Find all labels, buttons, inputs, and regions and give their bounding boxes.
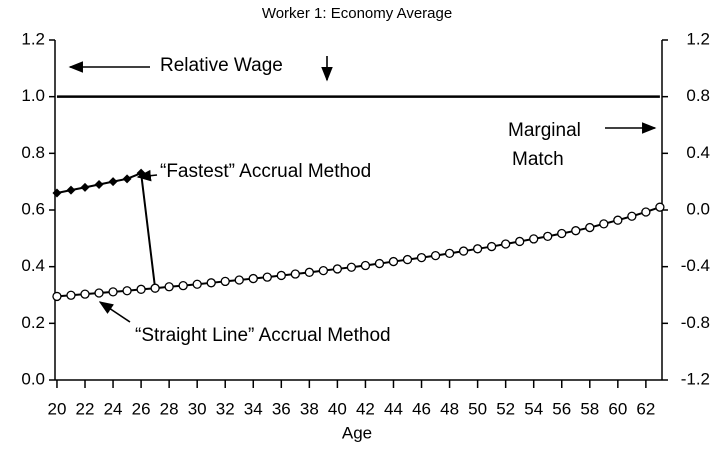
y-tick-label: 0.2 xyxy=(21,313,45,332)
x-tick-label: 42 xyxy=(356,399,375,418)
y2-tick-label: 0.0 xyxy=(686,199,710,218)
x-tick-label: 26 xyxy=(132,399,151,418)
x-tick-label: 20 xyxy=(48,399,67,418)
circle-marker xyxy=(332,264,343,274)
series-label: Relative Wage xyxy=(160,55,283,76)
circle-marker xyxy=(164,282,174,292)
x-tick-label: 52 xyxy=(496,399,515,418)
x-tick-label: 48 xyxy=(440,399,459,418)
x-tick-label: 58 xyxy=(580,399,599,418)
annotation: Marginal xyxy=(508,120,581,141)
circle-marker xyxy=(304,267,315,277)
circle-marker xyxy=(486,241,497,252)
circle-marker xyxy=(472,244,483,254)
y2-tick-label: 1.2 xyxy=(686,29,710,48)
y2-tick-label: -1.2 xyxy=(681,369,710,388)
circle-marker xyxy=(94,288,104,298)
circle-marker xyxy=(585,222,595,233)
y-tick-label: 0.6 xyxy=(21,199,45,218)
circle-marker xyxy=(150,283,160,293)
circle-marker xyxy=(655,202,665,212)
x-tick-label: 44 xyxy=(384,399,403,418)
circle-marker xyxy=(262,272,272,282)
x-tick-label: 30 xyxy=(188,399,207,418)
series-label: “Fastest” Accrual Method xyxy=(160,161,371,182)
circle-marker xyxy=(80,289,90,299)
x-tick-label: 62 xyxy=(636,399,655,418)
circle-marker xyxy=(318,265,329,276)
circle-marker xyxy=(557,228,567,239)
x-tick-label: 38 xyxy=(300,399,319,418)
circle-marker xyxy=(416,252,427,263)
circle-marker xyxy=(374,258,385,269)
y2-tick-label: -0.4 xyxy=(681,256,710,275)
circle-marker xyxy=(276,270,286,281)
y-tick-label: 0.4 xyxy=(21,256,45,275)
circle-marker xyxy=(515,236,525,247)
circle-marker xyxy=(346,262,357,272)
circle-marker xyxy=(501,239,511,249)
circle-marker xyxy=(430,250,441,261)
circle-marker xyxy=(220,276,230,287)
diamond-marker xyxy=(80,182,90,192)
arrow xyxy=(98,301,131,323)
series-label: “Straight Line” Accrual Method xyxy=(135,325,391,346)
circle-marker xyxy=(192,279,202,289)
circle-marker xyxy=(444,248,455,259)
circle-marker xyxy=(108,287,118,297)
x-tick-label: 54 xyxy=(524,399,543,418)
circle-marker xyxy=(458,246,469,256)
circle-marker xyxy=(178,280,188,291)
circle-marker xyxy=(206,278,216,288)
x-tick-label: 22 xyxy=(76,399,95,418)
circle-marker xyxy=(122,286,132,296)
circle-marker xyxy=(234,275,244,285)
circle-marker xyxy=(360,260,371,271)
x-tick-label: 40 xyxy=(328,399,347,418)
y2-tick-label: -0.8 xyxy=(681,313,710,332)
y2-tick-label: 0.4 xyxy=(686,143,710,162)
circle-marker xyxy=(641,207,651,217)
x-tick-label: 46 xyxy=(412,399,431,418)
annotation-arrows xyxy=(68,56,657,323)
x-tick-label: 56 xyxy=(552,399,571,418)
circle-marker xyxy=(290,269,300,279)
diamond-marker xyxy=(94,180,104,189)
x-tick-label: 50 xyxy=(468,399,487,418)
circle-marker xyxy=(248,273,258,284)
y-tick-label: 1.0 xyxy=(21,86,45,105)
y-tick-label: 0.0 xyxy=(21,369,45,388)
circle-marker xyxy=(388,256,399,267)
circle-marker xyxy=(627,211,637,221)
circle-marker xyxy=(571,226,581,236)
diamond-marker xyxy=(136,168,146,178)
circle-marker xyxy=(529,234,539,244)
diamond-marker xyxy=(122,174,132,184)
y-tick-label: 0.8 xyxy=(21,143,45,162)
circle-marker xyxy=(52,291,62,302)
x-tick-label: 34 xyxy=(244,399,263,418)
circle-marker xyxy=(66,290,76,300)
annotation: Match xyxy=(512,149,564,170)
x-tick-label: 36 xyxy=(272,399,291,418)
y-tick-label: 1.2 xyxy=(21,29,45,48)
circle-marker xyxy=(543,231,553,242)
x-axis-label: Age xyxy=(342,423,372,442)
circle-marker xyxy=(613,215,623,225)
x-tick-label: 28 xyxy=(160,399,179,418)
diamond-marker xyxy=(108,177,118,187)
circle-marker xyxy=(599,219,609,229)
x-tick-label: 60 xyxy=(608,399,627,418)
chart-title: Worker 1: Economy Average xyxy=(262,5,452,22)
circle-marker xyxy=(402,254,413,265)
diamond-marker xyxy=(52,188,62,198)
diamond-marker xyxy=(66,185,76,195)
x-tick-label: 32 xyxy=(216,399,235,418)
x-tick-label: 24 xyxy=(104,399,123,418)
y2-tick-label: 0.8 xyxy=(686,86,710,105)
circle-marker xyxy=(136,284,146,294)
